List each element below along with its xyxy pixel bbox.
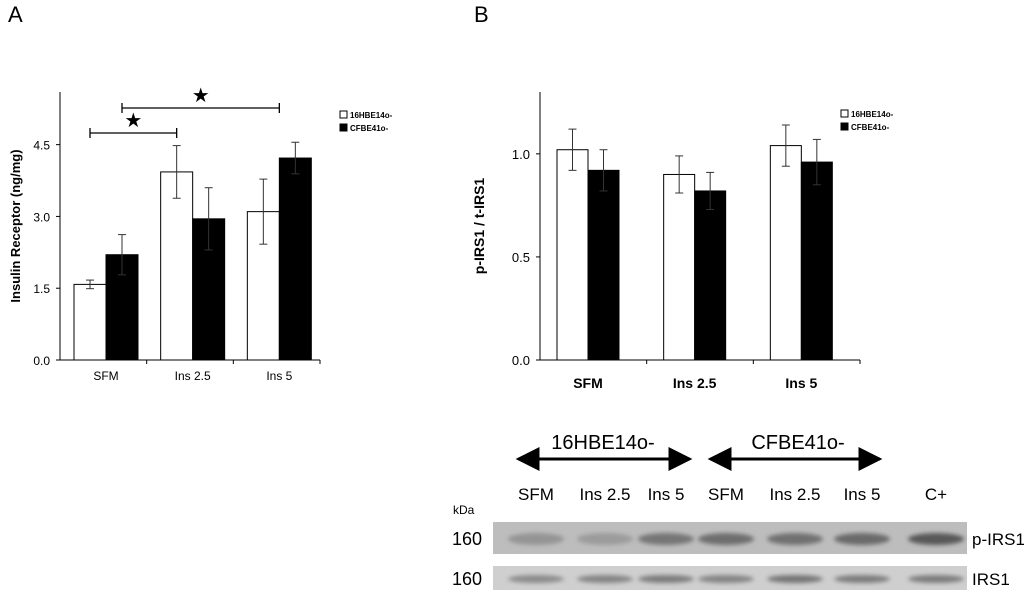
bar-open (769, 145, 802, 361)
group-label: 16HBE14o- (551, 432, 654, 454)
lane-label: Ins 2.5 (579, 485, 630, 504)
legend-swatch (339, 123, 348, 132)
legend-label: 16HBE14o- (350, 111, 393, 120)
x-category-label: Ins 2.5 (175, 369, 211, 383)
blot-band (698, 533, 754, 545)
blot-band (834, 533, 890, 545)
x-category-label: Ins 5 (785, 375, 817, 391)
bar-open (160, 171, 194, 361)
western-blot: 16HBE14o- CFBE41o-kDa SFM Ins 2.5 Ins 5 SFM In… (452, 432, 1024, 590)
kda-label: kDa (453, 503, 475, 517)
lane-label: Ins 2.5 (769, 485, 820, 504)
blot-band (577, 575, 633, 583)
bar-open (663, 173, 696, 361)
x-category-label: SFM (93, 369, 118, 383)
lane-label: Ins 5 (648, 485, 685, 504)
bar-filled (587, 169, 620, 361)
y-axis-label: p-IRS1 / t-IRS1 (471, 178, 487, 275)
y-tick-label: 0.0 (512, 353, 530, 368)
blot-row-label: IRS1 (972, 570, 1010, 589)
significance-star: ★ (192, 85, 210, 107)
lane-label: C+ (925, 485, 947, 504)
lane-label: Ins 5 (844, 485, 881, 504)
blot-band (908, 533, 964, 545)
y-tick-label: 1.0 (512, 147, 530, 162)
y-tick-label: 0.5 (512, 250, 530, 265)
blot-band (577, 533, 633, 545)
blot-band (908, 575, 964, 583)
panel-label-a: A (8, 2, 23, 27)
group-label: CFBE41o- (751, 432, 844, 454)
x-category-label: Ins 2.5 (673, 375, 717, 391)
lane-label: SFM (708, 485, 744, 504)
blot-row-label: p-IRS1 (972, 530, 1024, 549)
legend-label: CFBE41o- (350, 124, 389, 133)
chart-b: 0.0 0.5 1.0 p-IRS1 / t-IRS1 SFM Ins 2.5 Ins 5 1… (471, 92, 894, 391)
legend-swatch (840, 109, 849, 118)
bar-open (556, 149, 589, 361)
y-tick-label: 4.5 (33, 139, 50, 153)
blot-band (508, 533, 564, 545)
significance-star: ★ (124, 110, 142, 132)
legend-label: CFBE41o- (851, 123, 890, 132)
blot-band (508, 575, 564, 583)
bar-filled (694, 190, 727, 361)
legend-swatch (840, 122, 849, 131)
legend-label: 16HBE14o- (851, 110, 894, 119)
y-tick-label: 1.5 (33, 282, 50, 296)
kda-value: 160 (452, 529, 482, 549)
legend-swatch (339, 110, 348, 119)
blot-band (834, 575, 890, 583)
bar-filled (278, 157, 312, 361)
blot-band (767, 575, 823, 583)
y-tick-label: 0.0 (33, 354, 50, 368)
lane-label: SFM (518, 485, 554, 504)
blot-band (638, 533, 694, 545)
blot-band (638, 575, 694, 583)
y-tick-label: 3.0 (33, 210, 50, 224)
bar-filled (800, 161, 833, 361)
bar-open (73, 283, 107, 361)
x-category-label: SFM (573, 375, 603, 391)
panel-label-b: B (474, 2, 489, 27)
blot-band (698, 575, 754, 583)
x-category-label: Ins 5 (266, 369, 292, 383)
chart-a: 0.0 1.5 3.0 4.5 Insulin Receptor (ng/mg) SFM I… (8, 85, 393, 383)
blot-band (767, 533, 823, 545)
y-axis-label: Insulin Receptor (ng/mg) (8, 149, 23, 302)
kda-value: 160 (452, 569, 482, 589)
